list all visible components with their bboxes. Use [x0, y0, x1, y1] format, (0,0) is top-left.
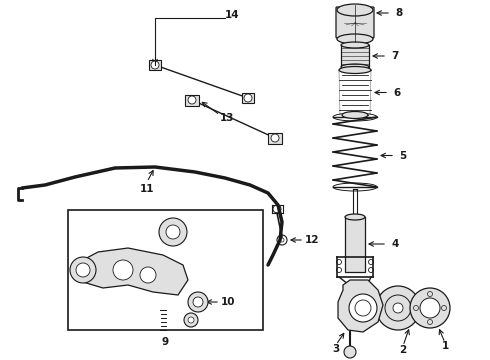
Circle shape — [385, 295, 411, 321]
Ellipse shape — [337, 34, 373, 44]
Circle shape — [76, 263, 90, 277]
Circle shape — [151, 61, 159, 69]
Ellipse shape — [341, 42, 369, 48]
Circle shape — [349, 294, 377, 322]
Circle shape — [70, 257, 96, 283]
Circle shape — [193, 297, 203, 307]
Text: 3: 3 — [332, 344, 340, 354]
Circle shape — [113, 260, 133, 280]
Polygon shape — [338, 280, 383, 332]
Text: 11: 11 — [140, 184, 154, 194]
Circle shape — [140, 267, 156, 283]
Circle shape — [159, 218, 187, 246]
Ellipse shape — [337, 4, 373, 16]
Text: 2: 2 — [399, 345, 407, 355]
Circle shape — [184, 313, 198, 327]
Polygon shape — [78, 248, 188, 295]
Circle shape — [271, 134, 279, 142]
Text: 13: 13 — [220, 113, 234, 123]
Ellipse shape — [342, 112, 368, 118]
Text: 1: 1 — [441, 341, 449, 351]
Circle shape — [188, 317, 194, 323]
Bar — [341, 45, 369, 67]
Text: 12: 12 — [305, 235, 319, 245]
Ellipse shape — [345, 214, 365, 220]
FancyBboxPatch shape — [336, 7, 374, 38]
Text: 5: 5 — [399, 150, 407, 161]
Circle shape — [420, 298, 440, 318]
Text: 10: 10 — [221, 297, 235, 307]
Ellipse shape — [341, 64, 369, 70]
Text: 6: 6 — [393, 87, 401, 98]
Circle shape — [244, 94, 252, 102]
Text: 14: 14 — [225, 10, 239, 20]
Bar — [185, 95, 199, 106]
Bar — [268, 133, 282, 144]
Text: 9: 9 — [161, 337, 169, 347]
Bar — [68, 210, 263, 330]
Text: 4: 4 — [392, 239, 399, 249]
Circle shape — [376, 286, 420, 330]
Circle shape — [166, 225, 180, 239]
Circle shape — [344, 346, 356, 358]
Circle shape — [188, 292, 208, 312]
Circle shape — [410, 288, 450, 328]
Circle shape — [188, 96, 196, 104]
Circle shape — [393, 303, 403, 313]
Bar — [242, 93, 254, 103]
Ellipse shape — [339, 67, 371, 73]
Text: 8: 8 — [395, 8, 403, 18]
Bar — [345, 217, 365, 272]
Bar — [149, 60, 161, 70]
Text: 7: 7 — [392, 51, 399, 61]
